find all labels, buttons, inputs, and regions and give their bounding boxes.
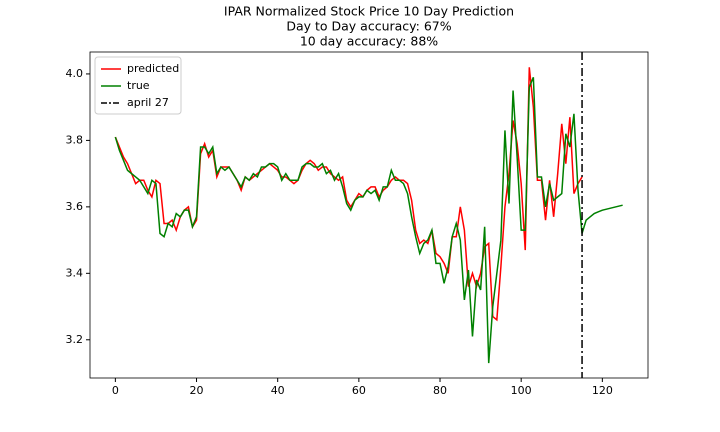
- y-tick-label: 4.0: [66, 67, 84, 80]
- plot-frame: [89, 51, 649, 379]
- y-tick-label: 3.2: [66, 333, 84, 346]
- x-tick-label: 40: [271, 384, 285, 397]
- chart-subtitle: Day to Day accuracy: 67%: [286, 19, 451, 34]
- y-tick-label: 3.6: [66, 200, 84, 213]
- x-tick-label: 20: [190, 384, 204, 397]
- x-tick-label: 120: [592, 384, 613, 397]
- legend-label: predicted: [127, 62, 179, 75]
- legend-label: true: [127, 79, 150, 92]
- series-line: [114, 76, 623, 364]
- x-tick-label: 0: [112, 384, 119, 397]
- chart-subtitle: 10 day accuracy: 88%: [300, 34, 438, 49]
- x-tick-label: 80: [433, 384, 447, 397]
- y-tick-label: 3.4: [66, 266, 84, 279]
- y-tick-label: 3.8: [66, 133, 84, 146]
- chart-title: IPAR Normalized Stock Price 10 Day Predi…: [224, 4, 514, 19]
- x-tick-label: 60: [352, 384, 366, 397]
- legend-box: [94, 56, 182, 115]
- x-tick-label: 100: [511, 384, 532, 397]
- legend-label: april 27: [127, 96, 169, 109]
